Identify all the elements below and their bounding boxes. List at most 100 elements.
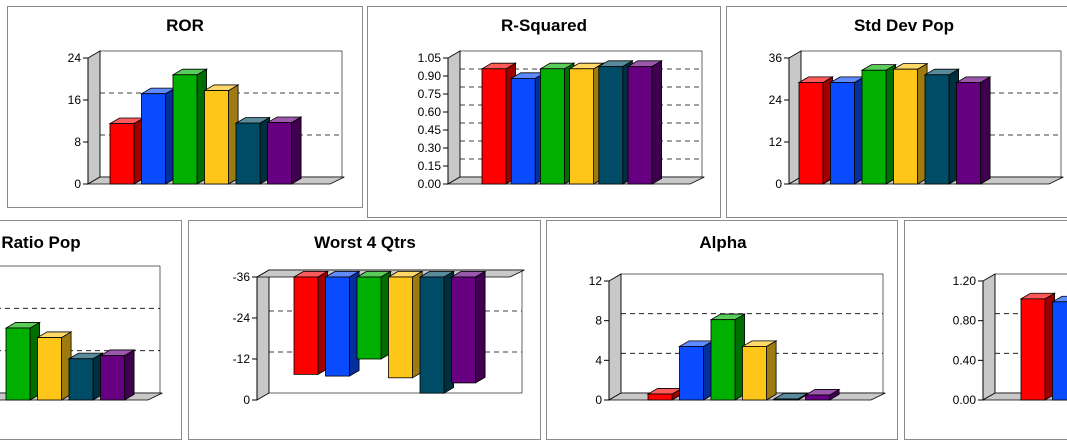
y-tick-label: 0.40 <box>953 353 977 367</box>
chart-svg-alpha: Alpha 0 4 8 12 <box>547 221 897 439</box>
bar-front <box>173 75 197 184</box>
bar-side <box>476 271 486 383</box>
bar-sharpe-4 <box>38 332 72 400</box>
y-tick-label: 8 <box>74 135 81 149</box>
chart-title: Ratio Pop <box>1 233 80 252</box>
bar-front <box>69 359 93 400</box>
bar-rsq-1 <box>482 63 516 184</box>
bar-front <box>1053 302 1067 400</box>
y-tick-label: -24 <box>233 311 251 325</box>
bar-worst-6 <box>452 271 486 383</box>
chart-side-wall <box>983 274 995 400</box>
bar-front <box>110 124 134 184</box>
bar-ror-3 <box>173 69 207 184</box>
chart-svg-rsq: R-Squared0.000.150.300.450.600.750.901.0… <box>368 7 720 217</box>
chart-title: Worst 4 Qtrs <box>314 233 416 252</box>
chart-side-wall <box>257 270 269 400</box>
y-tick-label: 0.80 <box>953 314 977 328</box>
bar-worst-3 <box>357 271 391 359</box>
bar-front <box>511 78 535 184</box>
bar-front <box>774 399 798 400</box>
y-tick-label: 0.15 <box>418 159 442 173</box>
y-tick-label: 12 <box>589 274 603 288</box>
bar-rsq-5 <box>599 61 633 184</box>
bar-front <box>6 328 30 400</box>
chart-svg-beta: B0.000.400.801.20 <box>905 221 1067 439</box>
y-tick-label: 0.00 <box>953 393 977 407</box>
y-tick-label: 0.75 <box>418 87 442 101</box>
bar-front <box>294 277 318 374</box>
bar-std-1 <box>799 77 833 184</box>
y-tick-label: 0.30 <box>418 141 442 155</box>
bar-rsq-3 <box>540 63 574 184</box>
bar-std-3 <box>862 65 896 184</box>
chart-panel-alpha: Alpha 0 4 8 12 <box>546 220 898 440</box>
y-tick-label: 1.05 <box>418 51 442 65</box>
bar-front <box>957 83 981 185</box>
y-tick-label: -12 <box>233 352 251 366</box>
y-tick-label: 0 <box>74 177 81 191</box>
bar-ror-4 <box>205 85 239 184</box>
bar-front <box>799 83 823 185</box>
y-tick-label: 24 <box>68 51 82 65</box>
chart-side-wall <box>609 274 621 400</box>
y-tick-label: 4 <box>595 353 602 367</box>
bar-side <box>125 350 135 400</box>
bar-std-4 <box>894 64 928 184</box>
bar-worst-4 <box>389 271 423 377</box>
bar-std-2 <box>831 77 865 184</box>
bar-front <box>570 69 594 184</box>
bar-front <box>806 395 830 400</box>
bar-front <box>389 277 413 378</box>
bar-sharpe-6 <box>101 350 135 400</box>
bar-front <box>648 394 672 400</box>
bar-front <box>268 123 292 184</box>
y-tick-label: 0.90 <box>418 69 442 83</box>
y-tick-label: 1.20 <box>953 274 977 288</box>
y-tick-label: 0 <box>775 177 782 191</box>
y-tick-label: 36 <box>769 51 783 65</box>
chart-svg-sharpe: Ratio Pop <box>0 221 181 439</box>
y-tick-label: 8 <box>595 314 602 328</box>
bar-beta-1 <box>1021 293 1055 400</box>
bar-ror-5 <box>236 118 270 185</box>
bar-front <box>831 83 855 185</box>
bar-front <box>482 69 506 184</box>
y-tick-label: 24 <box>769 93 783 107</box>
bar-side <box>652 61 662 184</box>
chart-title: Alpha <box>699 233 747 252</box>
bar-front <box>236 123 260 184</box>
y-tick-label: 0 <box>243 393 250 407</box>
bar-front <box>862 70 886 184</box>
bar-front <box>205 91 229 184</box>
bar-front <box>711 320 735 400</box>
bar-side <box>981 77 991 184</box>
bar-front <box>925 75 949 184</box>
y-tick-label: 0 <box>595 393 602 407</box>
bar-sharpe-5 <box>69 353 103 400</box>
y-tick-label: 12 <box>769 135 783 149</box>
bar-alpha-4 <box>743 341 777 400</box>
chart-title: ROR <box>166 16 204 35</box>
chart-panel-ratio-pop: Ratio Pop <box>0 220 182 440</box>
bar-side <box>767 341 777 400</box>
chart-side-wall <box>448 51 460 184</box>
bar-alpha-2 <box>680 341 714 400</box>
y-tick-label: 0.60 <box>418 105 442 119</box>
chart-side-wall <box>88 51 100 184</box>
bar-front <box>38 338 62 400</box>
bar-front <box>142 94 166 184</box>
bar-ror-2 <box>142 88 176 184</box>
bar-ror-1 <box>110 118 144 184</box>
bar-front <box>628 66 652 184</box>
bar-worst-5 <box>420 271 454 393</box>
bar-front <box>326 277 350 376</box>
bar-ror-6 <box>268 117 302 184</box>
bar-front <box>680 346 704 400</box>
bar-std-5 <box>925 69 959 184</box>
bar-front <box>420 277 444 393</box>
bar-rsq-2 <box>511 73 545 184</box>
bar-front <box>357 277 381 359</box>
